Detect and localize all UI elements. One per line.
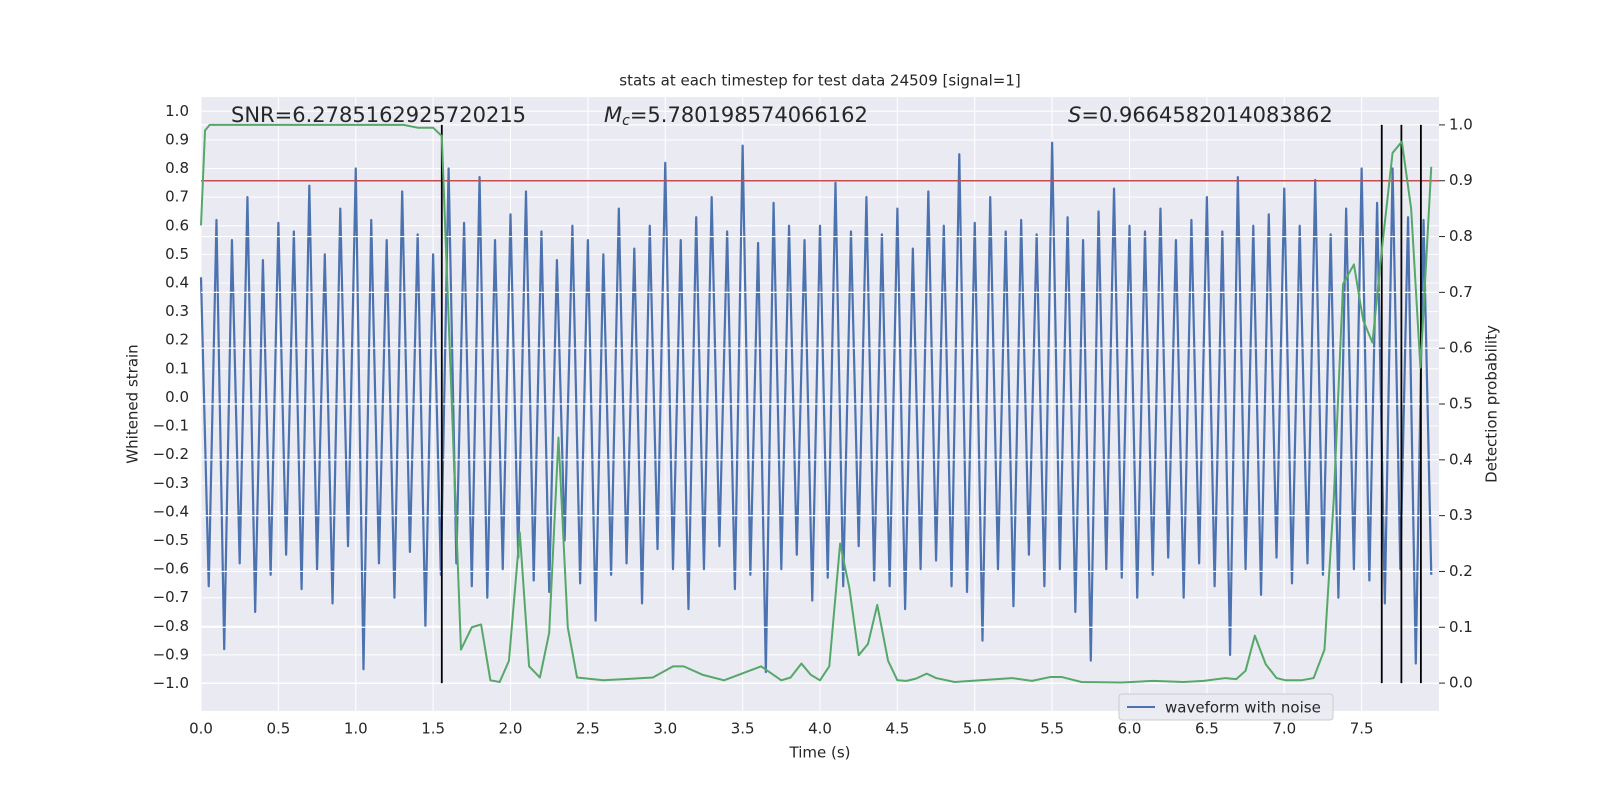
marks: [199, 123, 1439, 684]
x-tick-label: 6.5: [1195, 720, 1219, 738]
chart-title: stats at each timestep for test data 245…: [619, 72, 1020, 90]
y-tick-label: 0.8: [165, 159, 189, 177]
y-tick-label: 0.9: [165, 130, 189, 148]
y-tick-label: −0.2: [153, 445, 189, 463]
y2-tick-label: 0.8: [1449, 227, 1473, 245]
data-line: [199, 141, 1433, 674]
annotation: S=0.9664582014083862: [1068, 103, 1333, 127]
y-tick-label: −0.1: [153, 417, 189, 435]
y2-tick-label: 0.2: [1449, 562, 1473, 580]
x-tick-label: 2.5: [576, 720, 600, 738]
x-axis-label: Time (s): [789, 744, 851, 762]
annotation: Mc=5.780198574066162: [604, 103, 868, 129]
y2-tick-label: 1.0: [1449, 115, 1473, 133]
y-tick-label: 0.4: [165, 273, 189, 291]
y-tick-label: 1.0: [165, 102, 189, 120]
y2-tick-label: 0.9: [1449, 171, 1473, 189]
x-tick-label: 0.5: [266, 720, 290, 738]
x-tick-label: 5.5: [1040, 720, 1064, 738]
y-tick-label: 0.7: [165, 188, 189, 206]
x-tick-label: 5.0: [963, 720, 987, 738]
y-tick-label: 0.0: [165, 388, 189, 406]
y-tick-label: −0.3: [153, 474, 189, 492]
y-tick-label: −1.0: [153, 674, 189, 692]
x-tick-label: 1.0: [344, 720, 368, 738]
x-tick-label: 3.5: [731, 720, 755, 738]
y-tick-label: 0.3: [165, 302, 189, 320]
y-tick-label: −0.7: [153, 588, 189, 606]
x-tick-label: 6.0: [1118, 720, 1142, 738]
x-tick-label: 3.0: [653, 720, 677, 738]
y-tick-label: −0.9: [153, 645, 189, 663]
legend-label: waveform with noise: [1165, 699, 1321, 717]
x-tick-label: 7.5: [1350, 720, 1374, 738]
y-tick-label: 0.6: [165, 216, 189, 234]
data-line: [200, 123, 1433, 684]
y-tick-label: −0.6: [153, 560, 189, 578]
y-tick-label: −0.4: [153, 502, 189, 520]
x-tick-label: 7.0: [1272, 720, 1296, 738]
x-tick-label: 4.5: [885, 720, 909, 738]
annotation-value: =0.9664582014083862: [1081, 103, 1332, 127]
y2-tick-label: 0.4: [1449, 450, 1473, 468]
y-tick-label: −0.5: [153, 531, 189, 549]
labels: 0.0 0.5 1.0 1.5 2.0 2.5 3.0 3.5 4.0 4.5 5.0 5.5 6.0 6…: [153, 102, 1473, 738]
y2-tick-label: 0.5: [1449, 395, 1473, 413]
y2-tick-label: 0.6: [1449, 339, 1473, 357]
annotation-symbol: S: [1068, 103, 1081, 127]
x-tick-label: 2.0: [499, 720, 523, 738]
y2-tick-label: 0.1: [1449, 618, 1473, 636]
y-tick-label: 0.5: [165, 245, 189, 263]
legend: waveform with noise: [1118, 693, 1334, 721]
y-axis-label: Whitened strain: [124, 344, 142, 463]
x-tick-label: 0.0: [189, 720, 213, 738]
annotation-value: =5.780198574066162: [630, 103, 868, 127]
legend-box: [1118, 693, 1334, 721]
annotation-subscript: c: [622, 113, 630, 129]
annotation-symbol: M: [604, 103, 622, 127]
y2-tick-label: 0.0: [1449, 674, 1473, 692]
y2-tick-label: 0.3: [1449, 506, 1473, 524]
y-tick-label: 0.2: [165, 331, 189, 349]
y2-tick-label: 0.7: [1449, 283, 1473, 301]
annotation: SNR=6.2785162925720215: [231, 103, 526, 127]
y-tick-label: 0.1: [165, 359, 189, 377]
y2-axis-label: Detection probability: [1483, 325, 1501, 483]
x-tick-label: 4.0: [808, 720, 832, 738]
y-tick-label: −0.8: [153, 617, 189, 635]
x-tick-label: 1.5: [421, 720, 445, 738]
